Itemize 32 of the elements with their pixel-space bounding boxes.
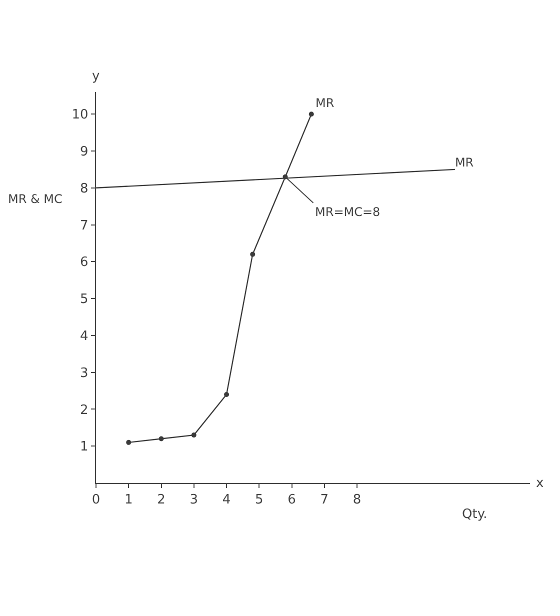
x-tick-label: 0 <box>92 492 100 508</box>
x-tick-label: 1 <box>124 492 133 508</box>
y-tick-label: 4 <box>80 329 88 344</box>
y-tick-label: 3 <box>80 366 88 381</box>
y-tick-label: 6 <box>80 255 88 270</box>
y-tick-label: 5 <box>80 292 88 308</box>
x-tick-label: 7 <box>320 492 329 508</box>
y-tick-label: 8 <box>80 181 88 196</box>
point <box>158 436 164 442</box>
y-tick-label: 9 <box>80 144 88 160</box>
annotation: MR=MC=8 <box>315 205 380 219</box>
x-tick-label: 2 <box>157 492 166 508</box>
series-label: MR <box>454 155 474 170</box>
point <box>250 252 256 257</box>
point <box>126 440 132 445</box>
y-axis-title: MR & MC <box>8 192 62 206</box>
x-tick-label: 6 <box>288 492 296 508</box>
y-tick-label: 7 <box>80 218 88 234</box>
x-tick-label: 3 <box>190 492 198 508</box>
series-label: MR <box>315 96 334 110</box>
x-tick-label: 8 <box>352 492 362 508</box>
text: x <box>536 476 544 491</box>
point <box>308 112 314 117</box>
point <box>224 392 230 397</box>
text: y <box>92 69 100 84</box>
y-tick-label: 2 <box>80 402 88 418</box>
x-axis-title: Qty. <box>462 507 488 522</box>
point <box>191 432 196 438</box>
y-tick-label: 1 <box>80 440 88 455</box>
y-tick-label: 10 <box>72 108 88 123</box>
x-tick-label: 5 <box>255 492 264 508</box>
x-tick-label: 4 <box>222 492 231 508</box>
